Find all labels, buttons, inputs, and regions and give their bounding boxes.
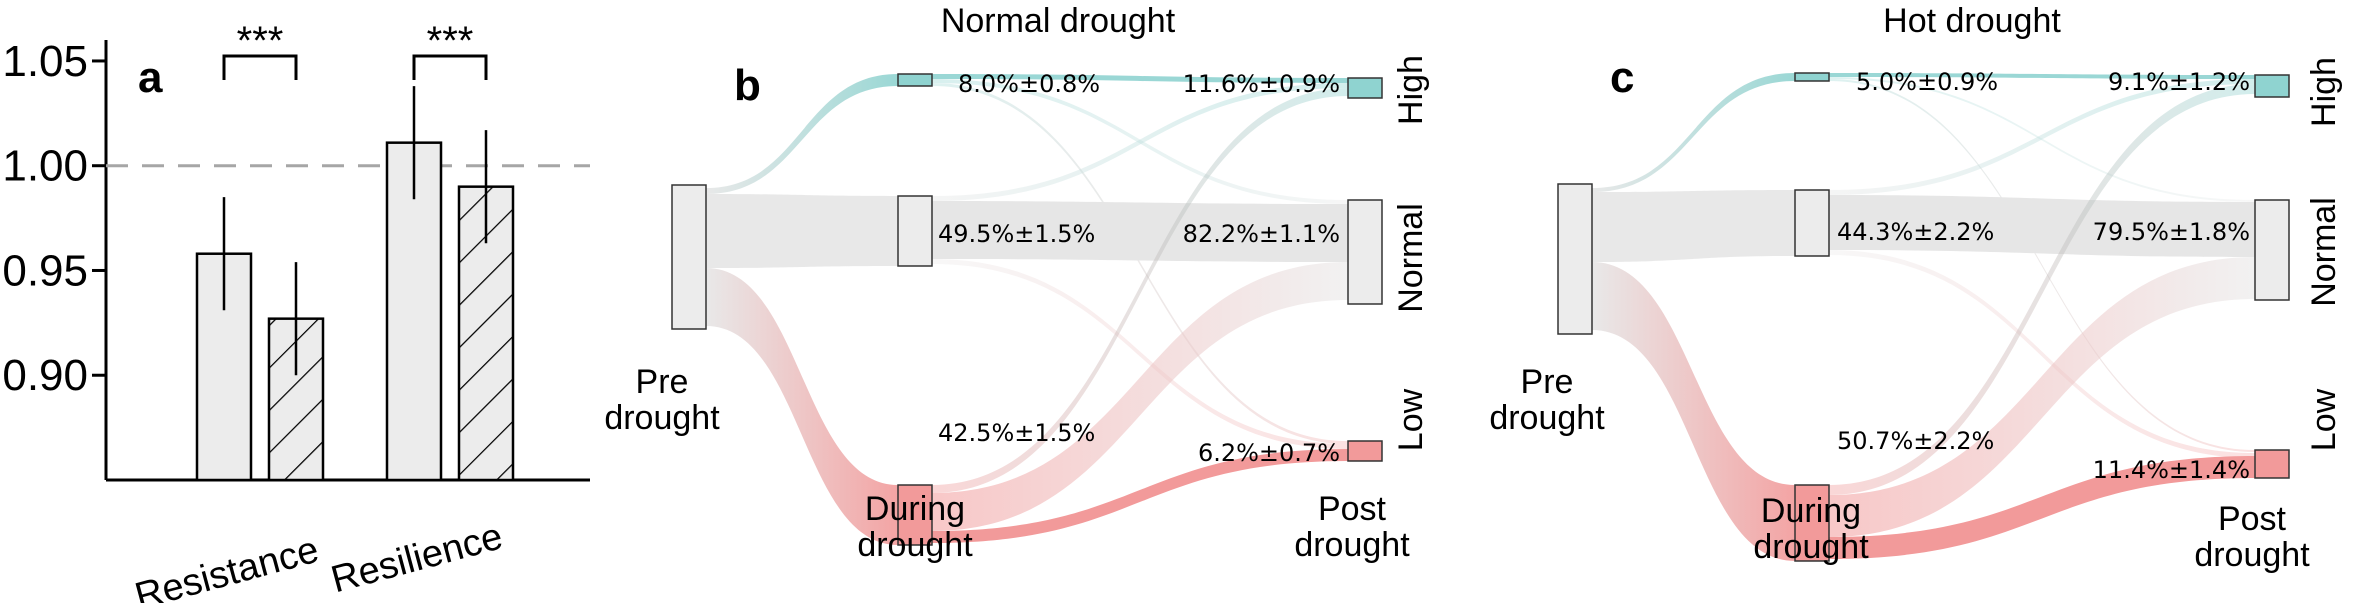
flow-pre-to-normal: [706, 194, 898, 268]
flow-high-to-low: [1829, 79, 2255, 452]
flow-high-to-high: [932, 74, 1348, 83]
y-axis: 0.90 0.95 1.00 1.05: [2, 37, 590, 482]
stage-label-1: During drought: [857, 490, 973, 564]
flow-high-to-high: [1829, 73, 2255, 79]
y-tick-label: 1.05: [2, 37, 88, 86]
node-post-normal: [1347, 199, 1383, 305]
node-during-normal: [897, 195, 933, 267]
flow-pre-to-high: [706, 74, 898, 194]
flow-pre-to-normal: [1592, 190, 1795, 262]
stage-label-0: Pre drought: [1489, 363, 1605, 437]
panel-a: a 0.90 0.95 1.00 1.05 *** *** Resistance Resi…: [2, 19, 590, 603]
flow-pre-to-high: [1592, 73, 1795, 192]
during-label-normal: 49.5%±1.5%: [938, 220, 1095, 248]
flow-normal-to-high: [1829, 79, 2255, 195]
node-post-low: [1347, 440, 1383, 462]
sankey-normal-drought: 8.0%±0.8% 49.5%±1.5% 42.5%±1.5% 11.6%±0.9% 8…: [604, 55, 1430, 564]
stage-label-2: Post drought: [1294, 490, 1410, 564]
panel-letter-b: b: [734, 61, 761, 110]
flow-pre-to-low: [1592, 262, 1795, 561]
panel-c: c Hot drought 5.0%±0.9% 44.3%±2.2% 50.7%±2…: [1489, 2, 2343, 574]
class-label-high: High: [1392, 55, 1430, 125]
stage-label-0: Pre drought: [604, 363, 720, 437]
y-tick-label: 0.90: [2, 351, 88, 400]
flow-normal-to-normal: [1829, 195, 2255, 257]
node-during-low: [897, 484, 933, 546]
post-label-high: 9.1%±1.2%: [2108, 68, 2250, 96]
post-label-low: 6.2%±0.7%: [1198, 439, 1340, 467]
during-label-high: 5.0%±0.9%: [1856, 68, 1998, 96]
y-tick-label: 1.00: [2, 142, 88, 191]
y-tick-label: 0.95: [2, 246, 88, 295]
category-labels: Resistance Resilience: [131, 515, 507, 603]
during-label-normal: 44.3%±2.2%: [1837, 218, 1994, 246]
significance-bracket: [412, 54, 488, 80]
class-label-low: Low: [1392, 388, 1430, 451]
flow-normal-to-low: [932, 259, 1348, 449]
class-label-normal: Normal: [1392, 203, 1430, 313]
node-pre-drought: [1557, 183, 1593, 335]
class-label-low: Low: [2305, 388, 2343, 451]
during-label-low: 42.5%±1.5%: [938, 419, 1095, 447]
bar-resistance-solid: [195, 252, 253, 482]
flow-low-to-high: [1829, 84, 2255, 495]
class-label-normal: Normal: [2305, 197, 2343, 307]
node-during-low: [1794, 484, 1830, 562]
significance-brackets: *** ***: [222, 19, 488, 80]
category-label-resistance: Resistance: [131, 529, 323, 603]
node-post-high: [2254, 74, 2290, 98]
significance-label: ***: [237, 19, 284, 63]
panel-letter-c: c: [1610, 53, 1634, 102]
post-label-normal: 79.5%±1.8%: [2093, 218, 2250, 246]
node-during-normal: [1794, 189, 1830, 257]
bars: [195, 86, 515, 482]
significance-label: ***: [427, 19, 474, 63]
stage-label-2: Post drought: [2194, 500, 2310, 574]
bar-resilience-hatched: [457, 185, 515, 482]
flow-high-to-low: [932, 83, 1348, 444]
significance-bracket: [222, 54, 298, 80]
flow-low-to-normal: [1829, 257, 2255, 537]
panel-c-title: Hot drought: [1883, 2, 2061, 40]
stage-label-1: During drought: [1753, 492, 1869, 566]
post-label-high: 11.6%±0.9%: [1183, 70, 1340, 98]
class-label-high: High: [2305, 57, 2343, 127]
node-post-high: [1347, 77, 1383, 99]
node-post-low: [2254, 449, 2290, 479]
category-label-resilience: Resilience: [327, 515, 507, 601]
panel-b-title: Normal drought: [941, 2, 1176, 40]
node-during-high: [897, 73, 933, 87]
flow-normal-to-high: [932, 83, 1348, 201]
flow-low-to-normal: [932, 262, 1348, 531]
post-label-low: 11.4%±1.4%: [2093, 456, 2250, 484]
flow-low-to-low: [932, 449, 1348, 543]
node-post-normal: [2254, 199, 2290, 301]
post-label-normal: 82.2%±1.1%: [1183, 220, 1340, 248]
during-label-low: 50.7%±2.2%: [1837, 427, 1994, 455]
node-during-high: [1794, 72, 1830, 82]
flow-low-to-high: [932, 88, 1348, 493]
sankey-hot-drought: 5.0%±0.9% 44.3%±2.2% 50.7%±2.2% 9.1%±1.2% 79…: [1489, 57, 2343, 574]
flow-normal-to-normal: [932, 201, 1348, 262]
panel-b: b Normal drought 8.0%±0.8% 49.5%±1.5% 42.5…: [604, 2, 1430, 564]
node-pre-drought: [671, 184, 707, 330]
panel-letter-a: a: [138, 53, 163, 102]
flow-normal-to-low: [1829, 250, 2255, 458]
flow-pre-to-low: [706, 268, 898, 545]
flow-low-to-low: [1829, 456, 2255, 559]
during-label-high: 8.0%±0.8%: [958, 70, 1100, 98]
